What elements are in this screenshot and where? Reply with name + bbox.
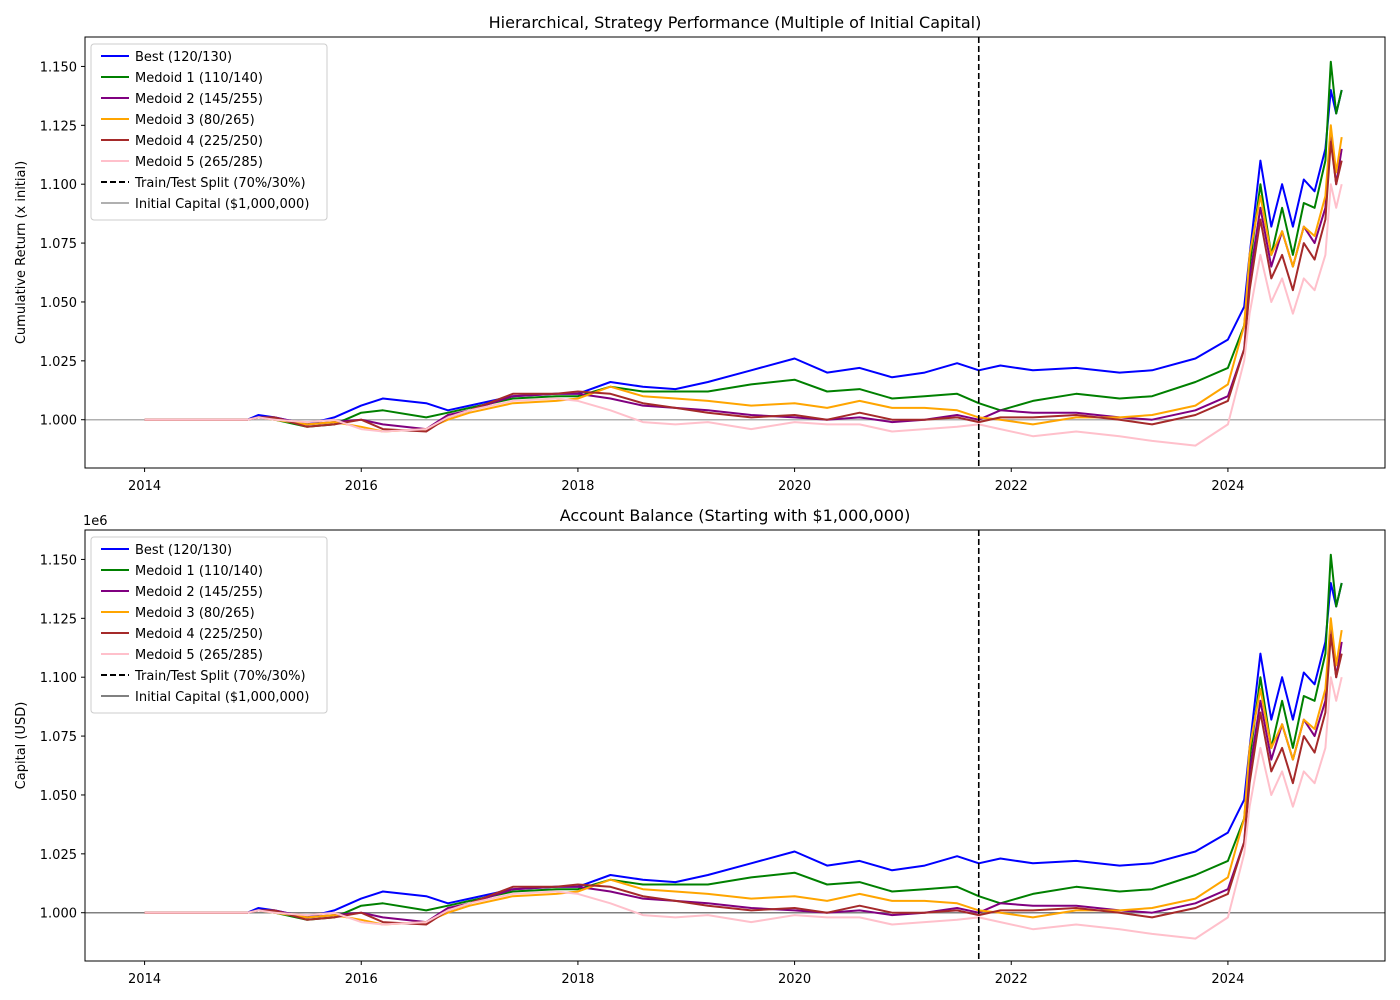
x-tick-label: 2018 [561,479,594,494]
legend-entry-label: Medoid 5 (265/285) [135,648,263,663]
y-tick-label: 1.075 [40,730,77,745]
series-line [144,60,1343,428]
y-tick-label: 1.150 [40,553,77,568]
y-tick-label: 1.150 [40,60,77,75]
plot-area [85,37,1385,468]
x-tick-label: 2022 [995,479,1028,494]
legend-entry-label: Medoid 2 (145/255) [135,585,263,600]
series-line [144,183,1343,447]
x-tick-label: 2020 [778,972,811,987]
legend-entry-label: Medoid 3 (80/265) [135,606,255,621]
legend-box [90,536,328,714]
chart-title: Account Balance (Starting with $1,000,00… [560,506,911,525]
legend-entry-label: Initial Capital ($1,000,000) [135,690,309,705]
y-tick-label: 1.100 [40,671,77,686]
legend-entry-label: Medoid 3 (80/265) [135,113,255,128]
account-balance-chart-panel: Account Balance (Starting with $1,000,00… [14,506,1386,987]
legend: Best (120/130) Medoid 1 (110/140) Medoid 2… [90,43,328,221]
y-tick-label: 1.100 [40,178,77,193]
y-tick-label: 1.000 [40,414,77,429]
y-tick-label: 1.025 [40,848,77,863]
legend-entry-label: Medoid 1 (110/140) [135,71,263,86]
y-tick-label: 1.075 [40,237,77,252]
chart-title: Hierarchical, Strategy Performance (Mult… [489,13,982,32]
performance-chart-panel: Hierarchical, Strategy Performance (Mult… [14,13,1386,494]
legend: Best (120/130) Medoid 1 (110/140) Medoid 2… [90,536,328,714]
series-line [144,676,1343,940]
x-tick-label: 2018 [561,972,594,987]
legend-entry-label: Medoid 1 (110/140) [135,564,263,579]
series-line [144,629,1343,924]
x-tick-label: 2016 [345,972,378,987]
legend-entry-label: Train/Test Split (70%/30%) [134,176,306,191]
x-tick-label: 2022 [995,972,1028,987]
y-axis-label: Cumulative Return (x initial) [14,161,29,344]
y-tick-label: 1.050 [40,789,77,804]
legend-entry-label: Best (120/130) [135,50,232,65]
x-tick-label: 2024 [1211,972,1244,987]
legend-entry-label: Medoid 4 (225/250) [135,134,263,149]
y-tick-label: 1.125 [40,119,77,134]
x-tick-label: 2020 [778,479,811,494]
legend-entry-label: Medoid 4 (225/250) [135,627,263,642]
x-tick-label: 2024 [1211,479,1244,494]
legend-entry-label: Train/Test Split (70%/30%) [134,669,306,684]
series-line [144,582,1343,919]
series-line [144,136,1343,431]
legend-entry-label: Medoid 2 (145/255) [135,92,263,107]
y-axis-offset-text: 1e6 [83,514,108,529]
series-line [144,553,1343,921]
plot-frame [84,36,1386,469]
y-tick-label: 1.050 [40,296,77,311]
series-line [144,89,1343,426]
plot-frame [84,529,1386,962]
y-tick-label: 1.000 [40,907,77,922]
y-tick-label: 1.025 [40,355,77,370]
legend-entry-label: Medoid 5 (265/285) [135,155,263,170]
legend-entry-label: Best (120/130) [135,543,232,558]
y-tick-label: 1.125 [40,612,77,627]
x-tick-label: 2014 [128,479,161,494]
x-tick-label: 2014 [128,972,161,987]
y-axis-label: Capital (USD) [14,702,29,790]
legend-box [90,43,328,221]
legend-entry-label: Initial Capital ($1,000,000) [135,197,309,212]
plot-area [85,530,1385,961]
x-tick-label: 2016 [345,479,378,494]
